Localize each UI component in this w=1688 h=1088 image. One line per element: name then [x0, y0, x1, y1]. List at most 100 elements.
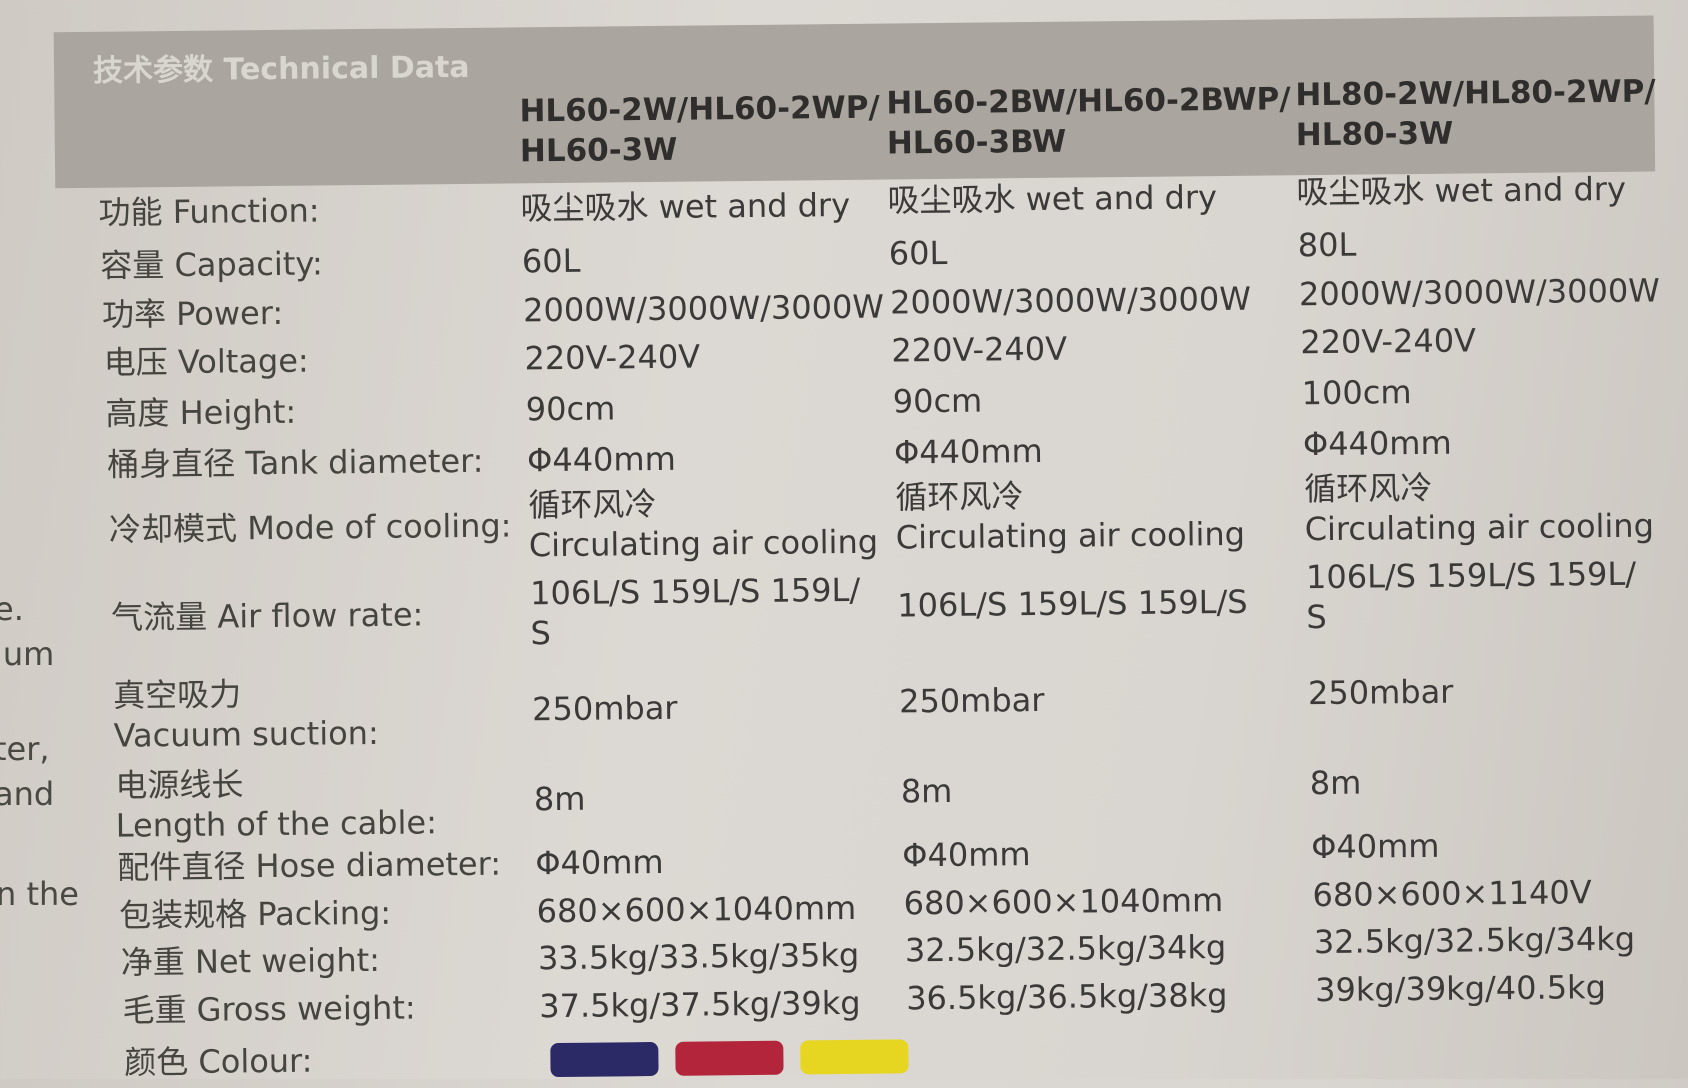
row-value: 220V-240V: [891, 329, 1067, 371]
margin-text-fragment: ium: [0, 635, 55, 673]
row-value: 循环风冷 Circulating air cooling: [528, 482, 878, 566]
row-value: 2000W/3000W/3000W: [890, 279, 1251, 323]
row-value-line: 250mbar: [898, 680, 1045, 721]
row-label: 功能 Function:: [98, 190, 319, 232]
row-value: 250mbar: [532, 688, 678, 730]
row-value-line: 106L/S 159L/S 159L/S: [897, 582, 1248, 625]
row-value-line: 680×600×1140V: [1312, 873, 1592, 915]
row-value: 循环风冷 Circulating air cooling: [1304, 466, 1654, 550]
row-label: 净重 Net weight:: [121, 940, 381, 983]
row-value: 60L: [889, 233, 948, 274]
row-value-line: 8m: [900, 771, 953, 811]
row-label: 冷却模式 Mode of cooling:: [109, 505, 512, 549]
row-value-line: 37.5kg/37.5kg/39kg: [539, 983, 861, 1026]
row-value: Φ440mm: [894, 431, 1043, 473]
row-value-line: 106L/S 159L/S 159L/: [1305, 554, 1637, 597]
row-value: 8m: [534, 779, 586, 820]
row-value-line: 2000W/3000W/3000W: [522, 287, 885, 330]
row-value: 100cm: [1301, 372, 1411, 413]
row-value: 37.5kg/37.5kg/39kg: [539, 983, 861, 1026]
row-label-line: 容量 Capacity:: [100, 244, 323, 285]
table-title: 技术参数 Technical Data: [92, 49, 470, 89]
row-value-line: 250mbar: [1307, 672, 1454, 713]
row-value-line: 8m: [533, 779, 586, 819]
row-label: 电源线长 Length of the cable:: [115, 762, 437, 845]
row-value: 250mbar: [1308, 672, 1454, 714]
row-value-line: 680×600×1040mm: [903, 881, 1224, 923]
row-value-line: Φ440mm: [526, 439, 676, 480]
row-value: 106L/S 159L/S 159L/S: [897, 582, 1248, 626]
model-name-line: HL60-3W: [519, 131, 678, 170]
row-value: 90cm: [526, 388, 616, 429]
row-value: 33.5kg/33.5kg/35kg: [538, 935, 860, 978]
row-value-line: Circulating air cooling: [895, 514, 1246, 557]
colour-swatch: [550, 1041, 659, 1078]
row-label-line: 电源线长: [115, 765, 244, 805]
margin-text-fragment: and: [0, 775, 55, 813]
row-value-line: 90cm: [525, 389, 616, 429]
row-value-line: 循环风冷: [528, 484, 657, 525]
row-label-line: 毛重 Gross weight:: [122, 988, 416, 1030]
row-label-line: 电压 Voltage:: [103, 341, 309, 382]
row-label-line: 高度 Height:: [105, 392, 297, 433]
margin-text-fragment: ter,: [0, 730, 50, 768]
colour-swatch: [675, 1040, 784, 1076]
row-label: 容量 Capacity:: [100, 243, 323, 285]
row-value: 36.5kg/36.5kg/38kg: [906, 975, 1228, 1018]
row-value: 106L/S 159L/S 159L/S: [1306, 554, 1637, 637]
row-value: 250mbar: [899, 680, 1045, 722]
row-value: 循环风冷 Circulating air cooling: [895, 474, 1245, 558]
row-value-line: 60L: [888, 233, 948, 273]
row-value: 32.5kg/32.5kg/34kg: [1314, 919, 1636, 962]
row-label-line: 净重 Net weight:: [120, 940, 381, 982]
row-value-line: 循环风冷: [1304, 468, 1433, 509]
row-value-line: 220V-240V: [891, 329, 1068, 370]
row-value: Φ440mm: [1303, 423, 1452, 465]
row-value: Φ440mm: [527, 439, 676, 481]
row-value-line: 33.5kg/33.5kg/35kg: [537, 935, 860, 978]
model-name-line: HL60-3BW: [886, 123, 1067, 162]
row-value: 2000W/3000W/3000W: [523, 287, 884, 331]
row-label: 桶身直径 Tank diameter:: [107, 441, 484, 485]
row-value: 80L: [1298, 225, 1357, 266]
row-label-line: Vacuum suction:: [113, 713, 379, 755]
row-value-line: 220V-240V: [524, 337, 701, 378]
row-value-line: 循环风冷: [895, 477, 1024, 517]
row-value: 吸尘吸水 wet and dry: [1296, 169, 1626, 212]
row-value: 8m: [1310, 763, 1362, 804]
row-value-line: 90cm: [892, 381, 983, 421]
row-value: 106L/S 159L/S 159L/S: [530, 570, 861, 653]
row-value-line: Circulating air cooling: [1304, 506, 1655, 549]
row-value: 220V-240V: [524, 336, 700, 378]
row-value: 8m: [901, 771, 953, 812]
row-value: 680×600×1040mm: [536, 888, 856, 931]
row-value: 吸尘吸水 wet and dry: [887, 177, 1217, 220]
row-value-line: Φ40mm: [902, 835, 1031, 875]
row-value: Φ40mm: [902, 834, 1031, 875]
row-label: 配件直径 Hose diameter:: [117, 844, 501, 888]
row-value-line: 32.5kg/32.5kg/34kg: [1313, 919, 1636, 962]
row-label-line: 功率 Power:: [101, 293, 284, 334]
row-value-line: S: [530, 614, 552, 653]
row-value-line: 吸尘吸水 wet and dry: [1296, 169, 1627, 212]
row-value-line: 吸尘吸水 wet and dry: [887, 178, 1218, 220]
row-label: 高度 Height:: [105, 392, 296, 434]
row-value: 60L: [522, 241, 581, 282]
row-value: 32.5kg/32.5kg/34kg: [905, 927, 1227, 970]
row-value-line: Φ40mm: [535, 842, 664, 883]
row-value-line: 36.5kg/36.5kg/38kg: [906, 976, 1228, 1018]
row-value: 220V-240V: [1300, 320, 1476, 362]
row-label: 电压 Voltage:: [103, 341, 309, 383]
row-value-line: 60L: [521, 241, 581, 281]
row-value-line: 39kg/39kg/40.5kg: [1314, 968, 1607, 1010]
row-label-line: Length of the cable:: [115, 803, 438, 845]
row-label-line: 配件直径 Hose diameter:: [117, 844, 502, 887]
row-label-line: 功能 Function:: [98, 191, 320, 232]
row-label: 颜色 Colour:: [124, 1041, 313, 1083]
row-value: 90cm: [893, 381, 983, 422]
row-label-line: 冷却模式 Mode of cooling:: [108, 506, 512, 549]
row-value-line: Circulating air cooling: [528, 522, 879, 565]
model-name-line: HL60-2W/HL60-2WP/: [519, 89, 880, 130]
row-value-line: 8m: [1309, 763, 1362, 803]
row-value: Φ40mm: [535, 842, 664, 883]
